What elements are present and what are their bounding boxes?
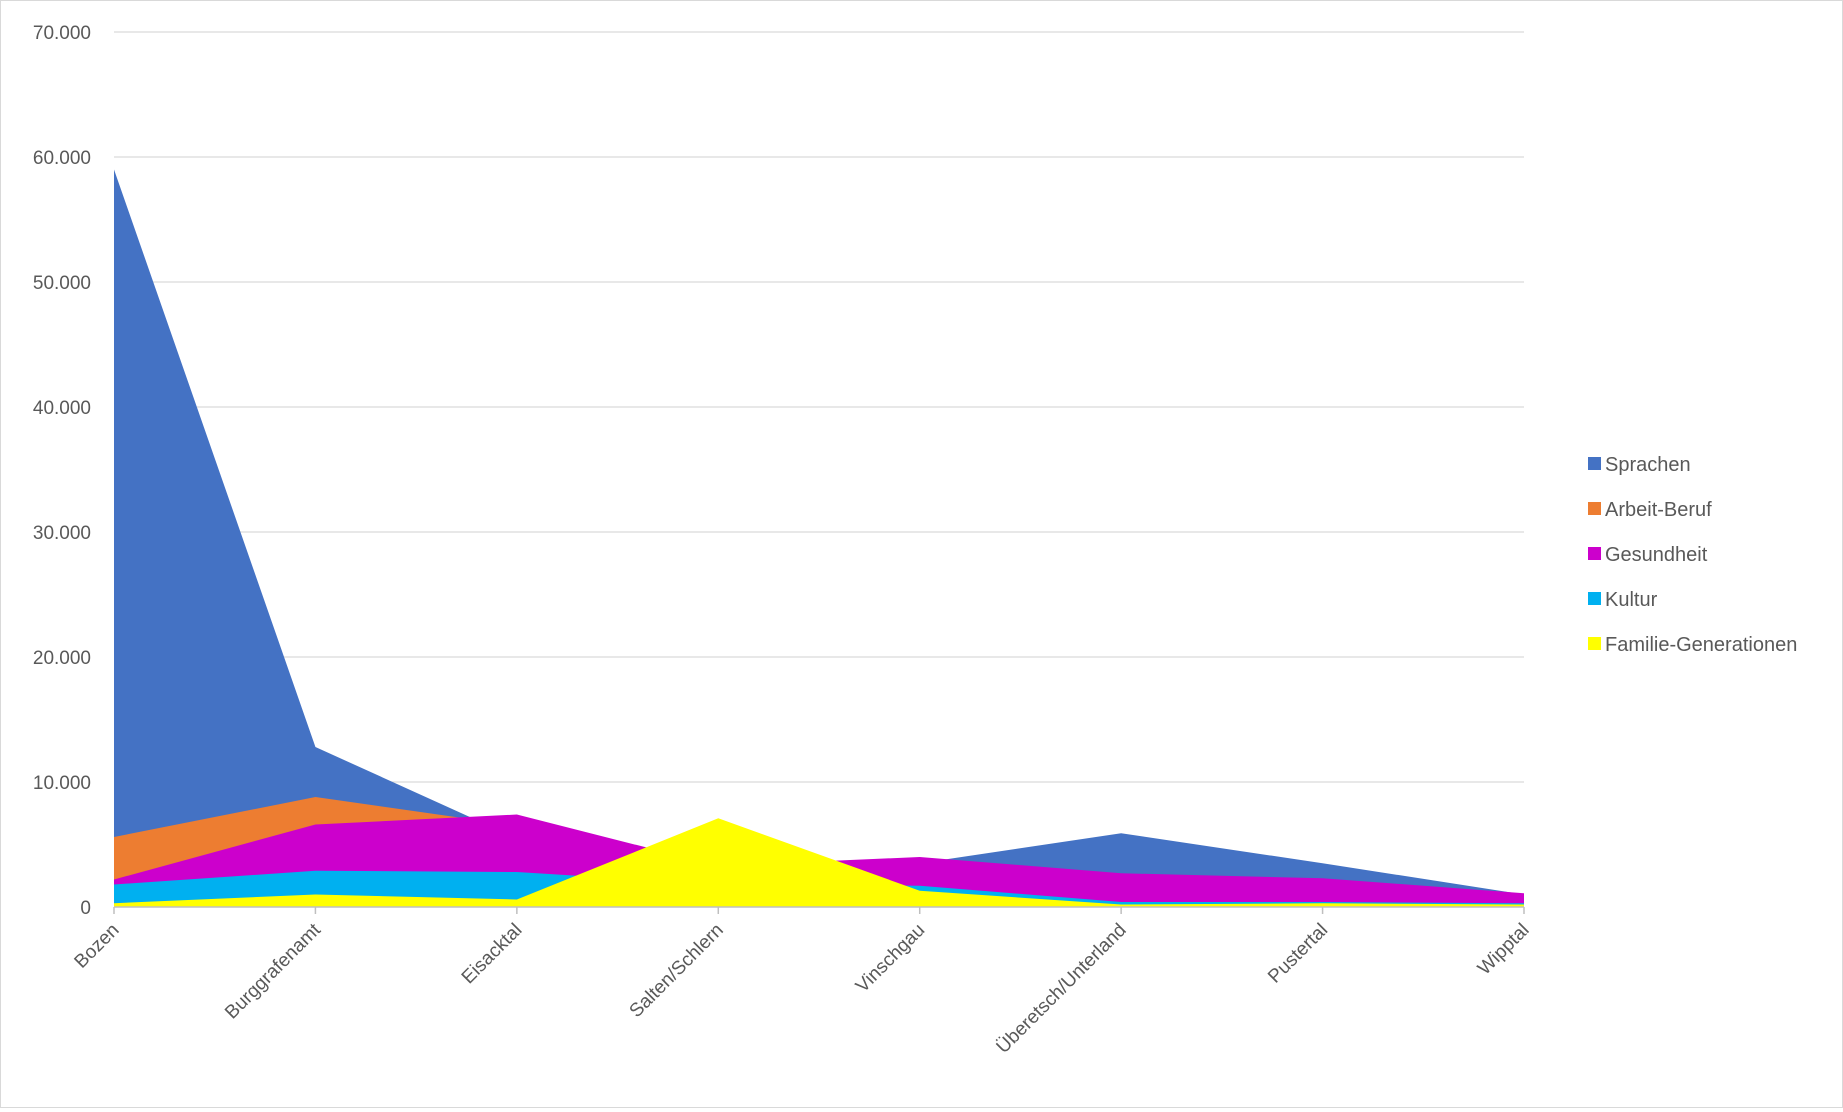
area-series-familie-generationen bbox=[114, 818, 1524, 907]
plot-areas bbox=[114, 169, 1524, 907]
legend-label: Kultur bbox=[1605, 589, 1658, 611]
y-tick-label: 10.000 bbox=[33, 773, 91, 794]
x-category-label: Überetsch/Unterland bbox=[993, 920, 1131, 1058]
legend-swatch bbox=[1588, 637, 1601, 650]
x-category-label: Wipptal bbox=[1474, 920, 1534, 980]
gridlines bbox=[114, 31, 1524, 783]
legend-swatch bbox=[1588, 457, 1601, 470]
y-tick-label: 60.000 bbox=[33, 148, 91, 169]
y-tick-label: 30.000 bbox=[33, 523, 91, 544]
x-category-label: Pustertal bbox=[1264, 920, 1332, 988]
y-tick-label: 70.000 bbox=[33, 23, 91, 44]
y-tick-label: 20.000 bbox=[33, 648, 91, 669]
y-tick-label: 50.000 bbox=[33, 273, 91, 294]
x-category-label: Eisacktal bbox=[458, 920, 527, 989]
legend-label: Familie-Generationen bbox=[1605, 634, 1797, 656]
x-category-label: Vinschgau bbox=[852, 920, 929, 997]
legend-swatch bbox=[1588, 592, 1601, 605]
legend-label: Sprachen bbox=[1605, 454, 1691, 476]
legend-label: Arbeit-Beruf bbox=[1605, 499, 1712, 521]
legend-label: Gesundheit bbox=[1605, 544, 1708, 566]
legend: Sprachen Arbeit-Beruf Gesundheit Kultur Fami… bbox=[1588, 454, 1797, 656]
legend-swatch bbox=[1588, 547, 1601, 560]
x-category-label: Bozen bbox=[71, 920, 124, 973]
area-series-sprachen bbox=[114, 169, 1524, 907]
x-category-label: Burggrafenamt bbox=[221, 919, 325, 1023]
y-tick-label: 40.000 bbox=[33, 398, 91, 419]
x-category-label: Salten/Schlern bbox=[626, 920, 728, 1022]
legend-swatch bbox=[1588, 502, 1601, 515]
y-tick-label: 0 bbox=[80, 898, 91, 919]
